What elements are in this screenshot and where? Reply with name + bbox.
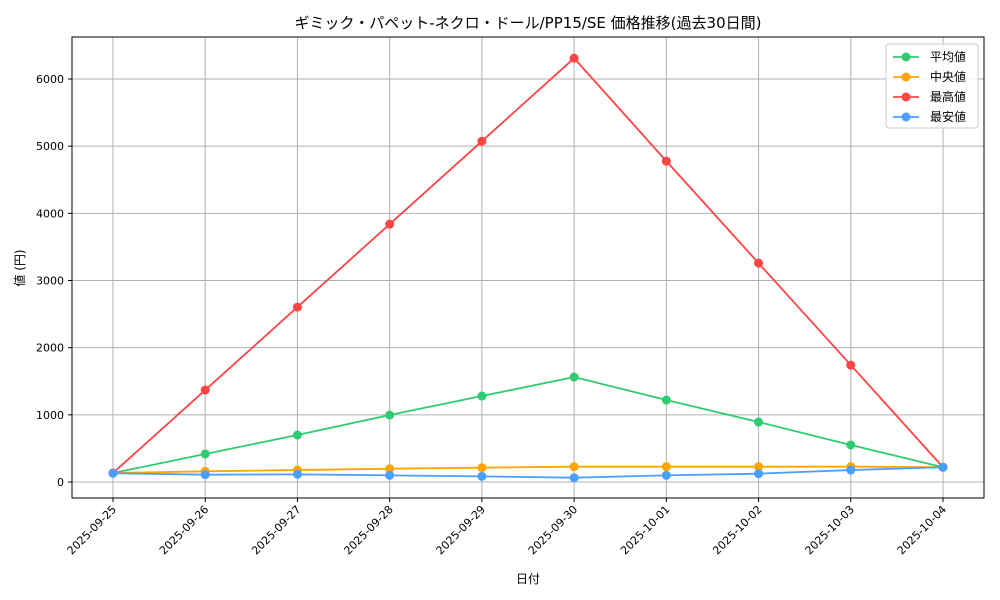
series-line [112, 466, 944, 479]
axes: 2025-09-25 2025-09-26 2025-09-27 2025-09-28… [36, 73, 949, 557]
legend-label: 平均値 [930, 49, 966, 64]
data-point [385, 464, 395, 474]
chart-title: ギミック・パペット-ネクロ・ドール/PP15/SE 価格推移(過去30日間) [295, 14, 762, 32]
data-point [661, 470, 671, 480]
y-axis-label: 値 (円) [12, 249, 27, 286]
grid [72, 37, 984, 498]
data-point [754, 469, 764, 479]
data-point [754, 462, 764, 472]
data-point [292, 469, 302, 479]
series-平均値 [108, 372, 948, 478]
y-tick-label: 2000 [36, 342, 64, 355]
x-tick-label: 2025-10-04 [895, 503, 949, 557]
series-layer [108, 53, 948, 483]
legend-marker [901, 112, 911, 122]
x-tick-label: 2025-09-30 [526, 503, 580, 557]
data-point [569, 473, 579, 483]
x-tick-label: 2025-09-28 [341, 503, 395, 557]
x-tick-label: 2025-09-25 [65, 503, 119, 557]
y-tick-label: 1000 [36, 409, 64, 422]
data-point [938, 462, 948, 472]
data-point [292, 302, 302, 312]
y-tick-label: 4000 [36, 207, 64, 220]
data-point [477, 471, 487, 481]
legend-marker [901, 72, 911, 82]
series-最高値 [108, 53, 948, 478]
data-point [569, 372, 579, 382]
data-point [846, 440, 856, 450]
legend-label: 最高値 [930, 89, 966, 104]
x-tick-label: 2025-09-26 [157, 503, 211, 557]
data-point [661, 395, 671, 405]
data-point [200, 385, 210, 395]
legend-box [885, 43, 979, 129]
data-point [385, 470, 395, 480]
data-point [754, 258, 764, 268]
data-point [754, 417, 764, 427]
x-tick-label: 2025-10-01 [618, 503, 672, 557]
data-point [477, 136, 487, 146]
legend-label: 最安値 [930, 109, 966, 124]
data-point [569, 462, 579, 472]
x-tick-label: 2025-09-29 [434, 503, 488, 557]
x-tick-label: 2025-10-02 [710, 503, 764, 557]
data-point [200, 449, 210, 459]
data-point [477, 391, 487, 401]
data-point [846, 360, 856, 370]
legend-marker [901, 92, 911, 102]
data-point [292, 430, 302, 440]
y-tick-label: 6000 [36, 73, 64, 86]
data-point [200, 470, 210, 480]
series-line [112, 56, 944, 474]
plot-frame [71, 36, 985, 499]
legend-label: 中央値 [930, 69, 966, 84]
y-tick-label: 0 [57, 476, 64, 489]
x-axis-label: 日付 [516, 572, 540, 586]
data-point [385, 410, 395, 420]
data-point [661, 156, 671, 166]
data-point [108, 468, 118, 478]
data-point [385, 219, 395, 229]
data-point [569, 53, 579, 63]
x-tick-label: 2025-10-03 [802, 503, 856, 557]
data-point [477, 463, 487, 473]
legend-marker [901, 52, 911, 62]
series-最安値 [108, 462, 948, 483]
data-point [846, 465, 856, 475]
x-tick-label: 2025-09-27 [249, 503, 303, 557]
series-line [112, 376, 944, 474]
y-tick-label: 3000 [36, 275, 64, 288]
y-tick-label: 5000 [36, 140, 64, 153]
data-point [661, 462, 671, 472]
series-line [112, 465, 944, 474]
